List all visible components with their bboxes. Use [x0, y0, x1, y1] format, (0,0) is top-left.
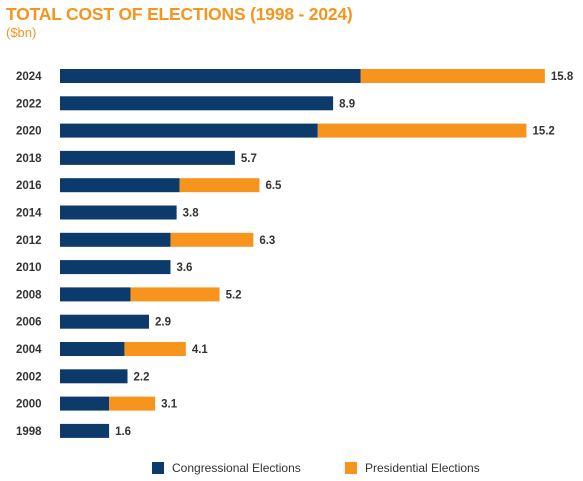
- bar-congressional-2020: [60, 123, 318, 138]
- chart-legend: Congressional Elections Presidential Ele…: [0, 461, 583, 479]
- bar-congressional-2024: [60, 69, 361, 83]
- value-label-2014: 3.8: [183, 208, 200, 220]
- bar-presidential-2004: [124, 342, 186, 356]
- value-label-2002: 2.2: [134, 371, 150, 383]
- bar-congressional-2018: [60, 150, 235, 165]
- bar-congressional-2012: [60, 232, 171, 247]
- category-label-2002: 2002: [16, 371, 42, 383]
- value-label-2024: 15.8: [551, 71, 574, 83]
- category-label-2014: 2014: [16, 208, 42, 220]
- category-label-2004: 2004: [16, 344, 42, 356]
- value-label-2012: 6.3: [259, 235, 275, 247]
- bar-congressional-2002: [60, 369, 128, 384]
- value-label-1998: 1.6: [115, 426, 131, 438]
- bar-congressional-2016: [60, 178, 180, 193]
- bar-presidential-2024: [360, 69, 545, 83]
- legend-item-presidential: Presidential Elections: [345, 461, 480, 475]
- category-label-2018: 2018: [16, 153, 42, 165]
- bar-congressional-2014: [60, 205, 177, 220]
- legend-swatch-congressional: [152, 462, 164, 474]
- bar-presidential-2012: [170, 232, 254, 247]
- bar-chart: 2024 15.8 2022 8.9 2020 15.2 2018 5.7 2016 6.5 201…: [16, 69, 574, 438]
- legend-swatch-presidential: [345, 462, 357, 474]
- bar-presidential-2016: [179, 178, 260, 193]
- category-label-2022: 2022: [16, 98, 42, 110]
- legend-label-presidential: Presidential Elections: [365, 461, 480, 475]
- value-label-2000: 3.1: [161, 399, 178, 411]
- legend-item-congressional: Congressional Elections: [152, 461, 301, 475]
- bar-congressional-1998: [60, 423, 110, 438]
- bar-presidential-2000: [109, 396, 156, 411]
- value-label-2018: 5.7: [241, 153, 257, 165]
- chart-title: TOTAL COST OF ELECTIONS (1998 - 2024): [6, 4, 353, 24]
- value-label-2010: 3.6: [176, 262, 192, 274]
- bar-congressional-2000: [60, 396, 110, 411]
- category-label-2006: 2006: [16, 317, 42, 329]
- value-label-2006: 2.9: [155, 317, 171, 329]
- value-label-2020: 15.2: [532, 126, 554, 138]
- category-label-2008: 2008: [16, 289, 42, 301]
- category-label-2000: 2000: [16, 399, 42, 411]
- bar-congressional-2006: [60, 314, 149, 329]
- bar-presidential-2008: [130, 287, 220, 302]
- value-label-2016: 6.5: [265, 180, 282, 192]
- category-label-2024: 2024: [16, 71, 42, 83]
- category-label-2010: 2010: [16, 262, 42, 274]
- category-label-2016: 2016: [16, 180, 42, 192]
- bar-congressional-2010: [60, 260, 171, 275]
- category-label-1998: 1998: [16, 426, 42, 438]
- value-label-2022: 8.9: [339, 98, 355, 110]
- legend-label-congressional: Congressional Elections: [172, 461, 301, 475]
- chart-subtitle: ($bn): [6, 25, 37, 40]
- value-label-2004: 4.1: [192, 344, 209, 356]
- category-label-2020: 2020: [16, 126, 42, 138]
- category-label-2012: 2012: [16, 235, 42, 247]
- bar-congressional-2004: [60, 342, 125, 356]
- bar-congressional-2008: [60, 287, 131, 302]
- bar-congressional-2022: [60, 96, 334, 111]
- value-label-2008: 5.2: [226, 289, 242, 301]
- bar-presidential-2020: [317, 123, 527, 138]
